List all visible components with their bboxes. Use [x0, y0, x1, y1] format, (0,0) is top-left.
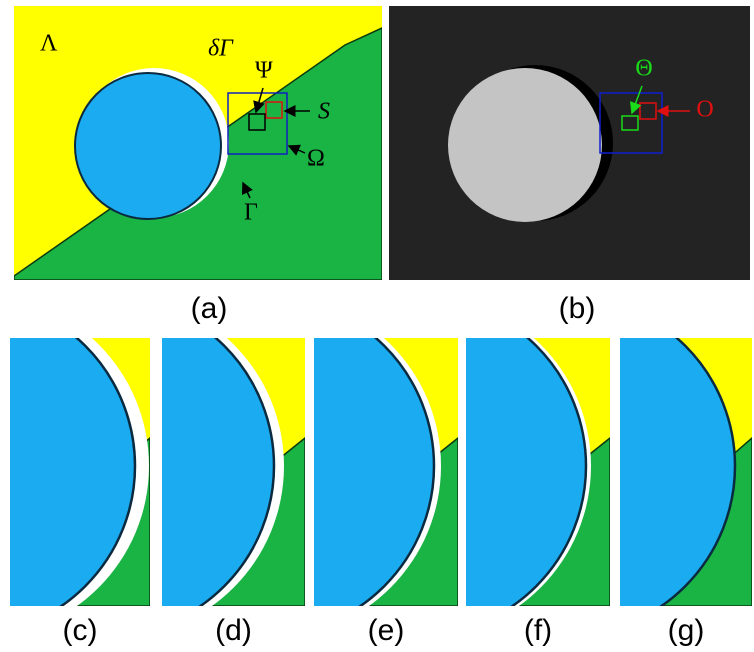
panel-label: (d)	[215, 614, 252, 647]
symbol-gamma: Γ	[244, 200, 258, 226]
symbol-o: O	[696, 97, 713, 123]
panel-label: (a)	[191, 292, 228, 325]
symbol-omega: Ω	[307, 146, 325, 172]
panel-label: (e)	[368, 614, 405, 647]
panel-label: (g)	[668, 614, 705, 647]
detail-image	[0, 294, 150, 638]
symbol-lambda: Λ	[40, 31, 58, 57]
figure: Λ δΓ Ψ S Ω Γ Θ O (a) (b) (c) (d) (e) (f) (g)	[0, 0, 754, 652]
symbol-psi: Ψ	[255, 58, 273, 84]
panel-label: (c)	[63, 614, 98, 647]
symbol-theta: Θ	[635, 56, 652, 82]
panel-b-image	[389, 6, 750, 280]
symbol-delta-gamma: δΓ	[208, 36, 234, 62]
panel-a-image	[14, 6, 382, 280]
bottom-panels: (c) (d) (e) (f) (g)	[0, 294, 752, 647]
panel-label: (f)	[524, 614, 552, 647]
panel-label: (b)	[559, 292, 596, 325]
symbol-s: S	[318, 99, 330, 125]
